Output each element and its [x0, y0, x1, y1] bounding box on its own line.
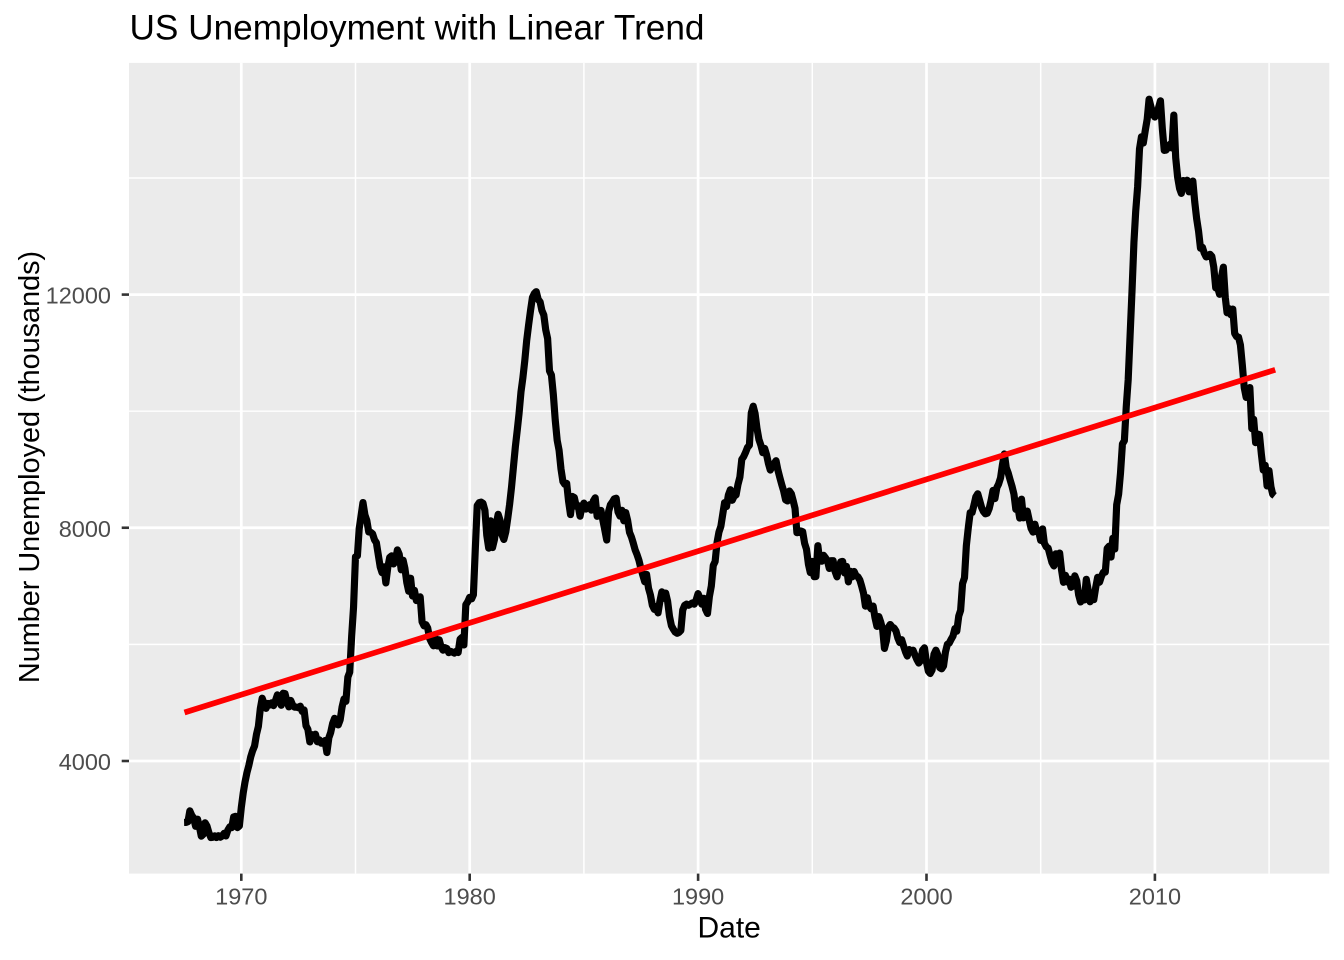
svg-text:1970: 1970 [215, 883, 267, 909]
svg-text:Date: Date [698, 912, 761, 945]
svg-text:US Unemployment with Linear Tr: US Unemployment with Linear Trend [130, 8, 705, 47]
svg-text:2010: 2010 [1129, 883, 1181, 909]
svg-text:8000: 8000 [59, 516, 111, 542]
svg-text:2000: 2000 [900, 883, 952, 909]
svg-text:12000: 12000 [46, 283, 111, 309]
svg-text:1980: 1980 [444, 883, 496, 909]
svg-text:1990: 1990 [672, 883, 724, 909]
svg-text:Number Unemployed (thousands): Number Unemployed (thousands) [14, 251, 46, 683]
svg-text:4000: 4000 [59, 749, 111, 775]
